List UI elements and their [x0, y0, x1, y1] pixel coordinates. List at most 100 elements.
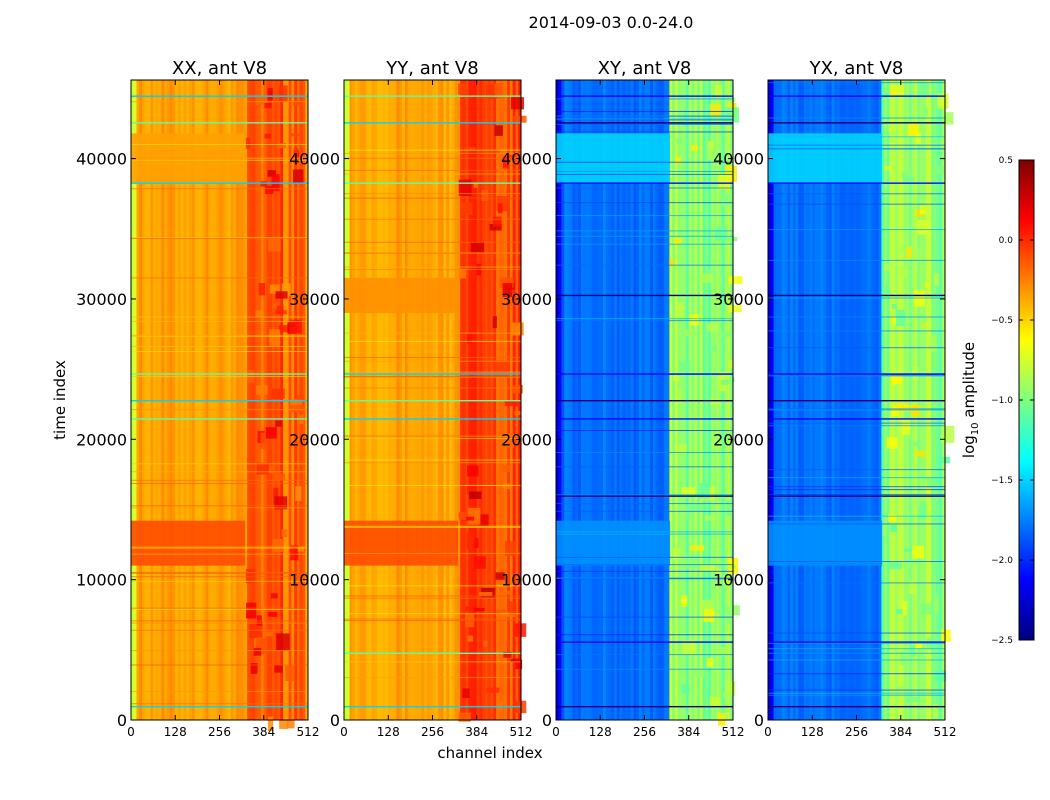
- y-tick-label: 20000: [76, 430, 127, 449]
- time-streak: [556, 123, 733, 125]
- rfi-cell: [685, 329, 696, 337]
- rfi-cell: [678, 444, 687, 454]
- y-tick-label: 40000: [76, 150, 127, 169]
- rfi-cell: [891, 304, 897, 309]
- time-streak: [131, 320, 308, 322]
- y-tick-label: 10000: [501, 571, 552, 590]
- time-streak: [131, 691, 308, 693]
- flagged-row: [768, 182, 945, 184]
- time-streak: [131, 620, 308, 622]
- time-streak: [556, 115, 733, 117]
- rfi-cell: [474, 537, 479, 549]
- time-streak: [768, 330, 945, 332]
- time-streak: [344, 252, 521, 254]
- x-tick-label: 384: [677, 725, 700, 739]
- rfi-cell: [468, 147, 476, 151]
- rfi-cell: [470, 241, 485, 253]
- rfi-cell: [489, 223, 502, 231]
- flagged-row: [556, 373, 733, 375]
- rfi-cell: [281, 283, 291, 296]
- flagged-row: [556, 705, 733, 708]
- x-tick-label: 256: [421, 725, 444, 739]
- time-streak: [556, 452, 733, 454]
- rfi-cell: [285, 665, 295, 681]
- time-streak: [768, 477, 945, 479]
- y-tick-label: 0: [754, 711, 764, 730]
- rfi-cell: [929, 335, 937, 352]
- time-streak: [768, 489, 945, 491]
- time-streak: [556, 578, 733, 580]
- rfi-cell: [272, 538, 285, 553]
- flagged-row: [768, 705, 945, 708]
- panel-1: XX, ant V8 0 128 256 384 512 0 10000 20000 30000 4…: [51, 58, 319, 739]
- rfi-cell: [902, 177, 915, 182]
- rfi-cell: [938, 456, 951, 464]
- rfi-cell: [686, 554, 698, 568]
- colorbar-tick-label: −2.5: [991, 636, 1013, 646]
- rfi-cell: [726, 565, 737, 569]
- time-streak: [131, 345, 308, 347]
- rfi-cell: [909, 645, 916, 657]
- rfi-cell: [273, 487, 279, 505]
- rfi-cell: [881, 92, 889, 99]
- rfi-cell: [718, 332, 732, 337]
- x-tick-label: 256: [208, 725, 231, 739]
- time-streak: [344, 661, 521, 663]
- rfi-cell: [896, 309, 905, 326]
- x-tick-label: 256: [633, 725, 656, 739]
- time-band: [768, 133, 883, 183]
- rfi-cell: [685, 505, 691, 521]
- x-tick-label: 512: [297, 725, 320, 739]
- rfi-cell: [502, 283, 513, 298]
- rfi-cell: [904, 559, 917, 566]
- rfi-cell: [710, 398, 721, 406]
- y-tick-label: 20000: [713, 430, 764, 449]
- time-streak: [768, 494, 945, 496]
- time-streak: [556, 264, 733, 266]
- rfi-cell: [506, 155, 515, 160]
- flagged-row: [556, 182, 733, 184]
- time-streak: [768, 316, 945, 318]
- time-streak: [131, 479, 308, 481]
- rfi-cell: [494, 83, 503, 98]
- panel-3: XY, ant V8 0 128 256 384 512 0 10000 20000 30000 4…: [501, 58, 744, 739]
- flagged-row: [131, 182, 308, 184]
- rfi-cell: [288, 404, 303, 413]
- rfi-cell: [916, 132, 921, 145]
- time-streak: [344, 371, 521, 373]
- rfi-cell: [510, 658, 520, 663]
- rfi-cell: [898, 244, 904, 254]
- rfi-cell: [290, 133, 303, 137]
- flagged-row: [131, 95, 308, 97]
- rfi-cell: [269, 284, 280, 294]
- rfi-cell: [725, 500, 732, 517]
- time-streak: [131, 505, 308, 507]
- y-tick-label: 0: [542, 711, 552, 730]
- time-streak: [344, 169, 521, 171]
- time-streak: [556, 235, 733, 237]
- rfi-cell: [911, 248, 921, 263]
- y-tick-label: 20000: [289, 430, 340, 449]
- y-axis-label: time index: [51, 360, 69, 440]
- rfi-cell: [905, 696, 919, 702]
- time-streak: [344, 376, 521, 378]
- rfi-cell: [926, 477, 937, 489]
- rfi-cell: [481, 190, 489, 202]
- time-streak: [768, 673, 945, 675]
- time-streak: [556, 118, 733, 120]
- time-streak: [131, 664, 308, 666]
- time-band: [344, 520, 459, 566]
- colorbar-label-suffix: amplitude: [960, 342, 978, 423]
- time-streak: [768, 642, 945, 644]
- time-streak: [768, 486, 945, 488]
- rfi-cell: [245, 137, 251, 149]
- x-tick-label: 0: [764, 725, 772, 739]
- rfi-cell: [703, 608, 715, 622]
- rfi-cell: [466, 532, 474, 549]
- time-streak: [131, 351, 308, 353]
- y-tick-label: 20000: [501, 430, 552, 449]
- rfi-cell: [276, 633, 290, 651]
- rfi-cell: [515, 659, 523, 670]
- rfi-cell: [914, 290, 925, 307]
- time-streak: [131, 607, 308, 609]
